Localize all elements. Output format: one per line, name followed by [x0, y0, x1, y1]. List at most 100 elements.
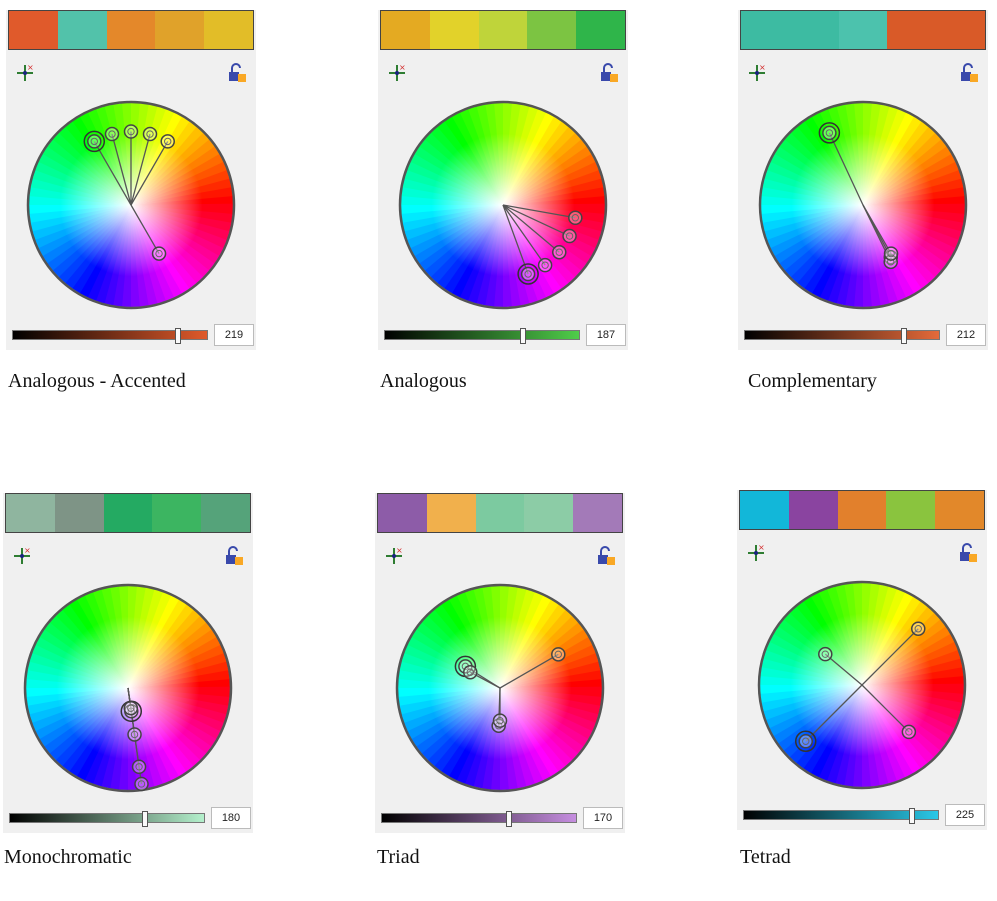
color-marker[interactable] [123, 700, 139, 716]
color-wheel[interactable] [3, 573, 253, 803]
color-marker[interactable] [520, 266, 536, 282]
color-swatches[interactable] [5, 493, 251, 533]
swatch[interactable] [887, 11, 937, 49]
swatch[interactable] [54, 494, 104, 532]
move-icon[interactable]: × [11, 545, 33, 567]
value-input[interactable]: 170 [583, 807, 623, 829]
swatch[interactable] [57, 11, 107, 49]
color-marker[interactable] [463, 664, 478, 680]
brightness-slider[interactable] [12, 328, 208, 344]
swatch[interactable] [475, 494, 525, 532]
color-marker[interactable] [911, 621, 926, 636]
color-swatches[interactable] [377, 493, 623, 533]
brightness-slider[interactable] [9, 811, 205, 827]
value-input[interactable]: 180 [211, 807, 251, 829]
slider-thumb[interactable] [909, 808, 915, 824]
swatch[interactable] [155, 11, 205, 49]
swatch[interactable] [886, 491, 936, 529]
swatch[interactable] [106, 11, 156, 49]
swatch[interactable] [429, 11, 479, 49]
lock-icon[interactable] [226, 62, 248, 84]
move-icon[interactable]: × [745, 542, 767, 564]
swatch[interactable] [740, 491, 789, 529]
color-marker[interactable] [492, 713, 508, 728]
swatch[interactable] [576, 11, 625, 49]
color-wheel[interactable] [6, 90, 256, 320]
slider-thumb[interactable] [142, 811, 148, 827]
brightness-slider[interactable] [743, 808, 939, 824]
move-icon[interactable]: × [386, 62, 408, 84]
swatch[interactable] [426, 494, 476, 532]
swatch[interactable] [152, 494, 202, 532]
color-swatches[interactable] [740, 10, 986, 50]
swatch[interactable] [838, 11, 888, 49]
color-marker[interactable] [104, 126, 120, 142]
swatch[interactable] [201, 494, 250, 532]
color-marker[interactable] [134, 776, 149, 792]
swatch[interactable] [936, 11, 985, 49]
swatch[interactable] [524, 494, 574, 532]
move-icon[interactable]: × [746, 62, 768, 84]
move-icon[interactable]: × [14, 62, 36, 84]
svg-text:×: × [27, 63, 34, 72]
lock-icon[interactable] [957, 542, 979, 564]
swatch[interactable] [204, 11, 253, 49]
swatch[interactable] [788, 491, 838, 529]
swatch[interactable] [478, 11, 528, 49]
value-input[interactable]: 219 [214, 324, 254, 346]
color-marker[interactable] [160, 134, 175, 149]
color-marker[interactable] [142, 126, 158, 142]
move-icon[interactable]: × [383, 545, 405, 567]
color-marker[interactable] [551, 647, 566, 662]
swatch[interactable] [741, 11, 790, 49]
value-input[interactable]: 225 [945, 804, 985, 826]
color-marker[interactable] [883, 246, 899, 261]
brightness-slider[interactable] [744, 328, 940, 344]
color-marker[interactable] [131, 759, 147, 775]
slider-thumb[interactable] [901, 328, 907, 344]
color-swatches[interactable] [380, 10, 626, 50]
color-wheel[interactable] [737, 570, 987, 800]
color-marker[interactable] [552, 244, 567, 260]
color-marker[interactable] [151, 246, 167, 261]
swatch[interactable] [6, 494, 55, 532]
color-wheel[interactable] [738, 90, 988, 320]
color-marker[interactable] [568, 210, 583, 225]
value-input[interactable]: 187 [586, 324, 626, 346]
slider-thumb[interactable] [506, 811, 512, 827]
marker-connector [130, 204, 160, 254]
swatch[interactable] [378, 494, 427, 532]
color-marker[interactable] [901, 724, 917, 740]
swatch[interactable] [381, 11, 430, 49]
color-marker[interactable] [87, 134, 102, 149]
value-input[interactable]: 212 [946, 324, 986, 346]
swatch[interactable] [527, 11, 577, 49]
swatch[interactable] [837, 491, 887, 529]
color-marker[interactable] [127, 727, 142, 742]
brightness-slider[interactable] [384, 328, 580, 344]
color-wheel[interactable] [375, 573, 625, 803]
color-marker[interactable] [818, 646, 833, 662]
lock-icon[interactable] [223, 545, 245, 567]
slider-thumb[interactable] [175, 328, 181, 344]
swatch[interactable] [9, 11, 58, 49]
lock-icon[interactable] [595, 545, 617, 567]
swatch[interactable] [789, 11, 839, 49]
color-swatches[interactable] [8, 10, 254, 50]
lock-icon[interactable] [958, 62, 980, 84]
brightness-slider[interactable] [381, 811, 577, 827]
color-swatches[interactable] [739, 490, 985, 530]
slider-thumb[interactable] [520, 328, 526, 344]
color-marker[interactable] [822, 125, 837, 141]
color-marker[interactable] [123, 124, 139, 139]
swatch[interactable] [935, 491, 984, 529]
color-marker-inner [130, 730, 139, 739]
color-marker[interactable] [798, 734, 813, 749]
color-marker[interactable] [537, 257, 553, 273]
color-marker[interactable] [562, 228, 577, 244]
color-wheel[interactable] [378, 90, 628, 320]
lock-icon[interactable] [598, 62, 620, 84]
color-marker[interactable] [491, 718, 506, 733]
swatch[interactable] [103, 494, 153, 532]
swatch[interactable] [573, 494, 622, 532]
